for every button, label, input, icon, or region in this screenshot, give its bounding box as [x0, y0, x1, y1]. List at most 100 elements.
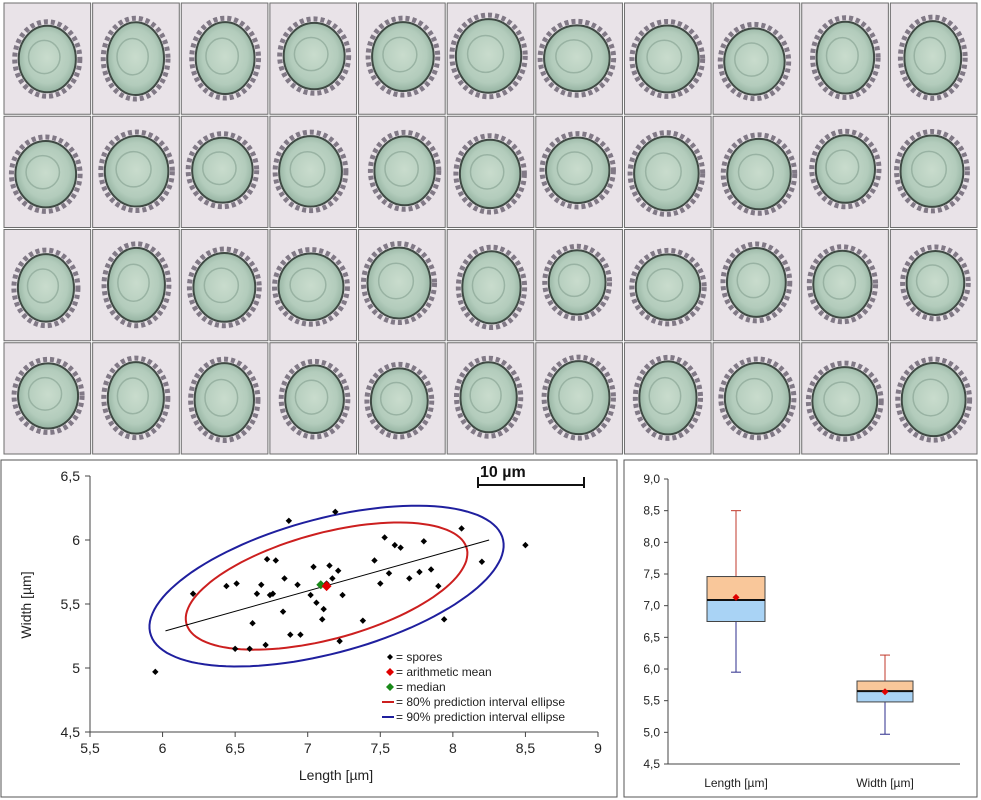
spore-point [272, 557, 279, 564]
spore-body [369, 367, 429, 435]
spore-image-cell [712, 115, 801, 228]
spore-body [192, 252, 257, 323]
spore-image-cell [3, 342, 92, 455]
spore-image-cell [358, 2, 446, 115]
spore-image-cell [712, 342, 801, 455]
y-tick-label: 4,5 [61, 724, 81, 740]
spore-point [406, 575, 413, 582]
spore-inner-detail [27, 376, 63, 411]
spore-body [903, 20, 963, 96]
scatter-tick-labels: 5,5 6 6,5 7 7,5 8 8,5 9 4,5 5 5,5 6 6,5 [61, 468, 603, 756]
spore-wall-ornament [453, 133, 527, 215]
spore-point [320, 605, 327, 613]
spore-inner-detail [471, 266, 506, 305]
spore-wall-ornament [629, 19, 706, 99]
spore-image-cell [801, 2, 889, 115]
spore-body [815, 20, 876, 95]
spore-image-cell [358, 342, 446, 455]
legend-entry: = 80% prediction interval ellipse [382, 695, 565, 709]
spore-point [377, 580, 384, 587]
spore-body [371, 21, 435, 93]
spore-point [263, 556, 271, 563]
x-tick-label: 6 [159, 740, 167, 756]
spore-point [249, 620, 256, 627]
spore-image-cell [623, 342, 712, 455]
spore-wall-ornament [364, 361, 435, 440]
spore-image-cell [889, 342, 978, 455]
x-tick-label: 7 [304, 740, 312, 756]
spore-body [461, 250, 522, 325]
spore-image-cell [801, 229, 889, 342]
spore-image-cell [269, 115, 358, 228]
spore-wall-ornament [900, 244, 971, 322]
box-y-tick-label: 9,0 [643, 472, 660, 486]
spore-body [899, 134, 965, 208]
spore-body [726, 137, 792, 211]
spore-image-cell [180, 2, 269, 115]
spore-body [638, 360, 698, 436]
spore-inner-detail [825, 149, 860, 185]
spore-wall-ornament [8, 134, 83, 214]
spore-point [223, 582, 230, 590]
box-plot-panel: 4,5 5,0 5,5 6,0 6,5 7,0 7,5 8,0 8,5 9,0 Length [µ… [623, 459, 978, 798]
scale-bar-label: 10 µm [480, 464, 526, 481]
spore-point [339, 591, 346, 599]
spore-point [246, 645, 253, 652]
spore-body [547, 249, 607, 316]
spore-image-cell [269, 229, 358, 342]
spore-inner-detail [825, 36, 859, 75]
spore-inner-detail [555, 39, 593, 74]
spore-wall-ornament [895, 356, 973, 443]
spore-inner-detail [25, 154, 61, 190]
scatter-plot-panel: 5,5 6 6,5 7 7,5 8 8,5 94,555,566,5 Length [µm] … [0, 459, 618, 798]
legend-label: = 80% prediction interval ellipse [396, 695, 565, 709]
spore-body [191, 136, 254, 204]
spore-body [193, 362, 255, 438]
spore-point [287, 631, 294, 638]
spore-image-cell [269, 2, 358, 115]
spore-point [269, 590, 277, 597]
spore-point [319, 616, 326, 623]
spore-inner-detail [293, 36, 329, 72]
spore-body [284, 364, 345, 435]
mean-marker [321, 581, 332, 592]
x-tick-label: 8 [449, 740, 457, 756]
spore-image-cell [358, 115, 446, 228]
spore-point [332, 508, 339, 516]
mean-median-markers [316, 580, 332, 592]
ellipse-90-percent [148, 504, 505, 668]
box-tick-labels: 4,5 5,0 5,5 6,0 6,5 7,0 7,5 8,0 8,5 9,0 [643, 472, 660, 771]
legend-label: = spores [396, 650, 442, 664]
scatter-panel-frame [0, 459, 618, 798]
spore-inner-detail [822, 264, 857, 300]
spore-point [440, 616, 448, 623]
x-tick-label: 5,5 [80, 740, 100, 756]
spore-inner-detail [205, 37, 240, 75]
spore-body [14, 139, 78, 209]
spore-body [278, 135, 343, 208]
spore-point [336, 637, 343, 645]
spore-inner-detail [202, 151, 237, 186]
spore-wall-ornament [805, 360, 884, 442]
y-axis-title: Width [µm] [18, 571, 34, 638]
spore-image-cell [446, 229, 535, 342]
spore-image-cell [269, 342, 358, 455]
spore-inner-detail [289, 150, 326, 188]
spore-inner-detail [646, 267, 684, 303]
spore-point [359, 617, 367, 624]
spore-image-cell [358, 229, 446, 342]
spore-point [427, 566, 435, 573]
spore-wall-ornament [453, 355, 524, 439]
spore-image-cell [3, 229, 92, 342]
spore-inner-detail [823, 381, 861, 417]
spore-body [454, 18, 523, 94]
spore-body [17, 362, 80, 430]
spore-wall-ornament [894, 129, 970, 214]
spore-body [634, 24, 700, 94]
spore-point [307, 591, 314, 599]
spore-inner-detail [646, 39, 683, 75]
spore-inner-detail [117, 263, 150, 302]
box-mark [856, 654, 914, 735]
spore-wall-ornament [277, 16, 352, 96]
spore-body [277, 252, 345, 322]
